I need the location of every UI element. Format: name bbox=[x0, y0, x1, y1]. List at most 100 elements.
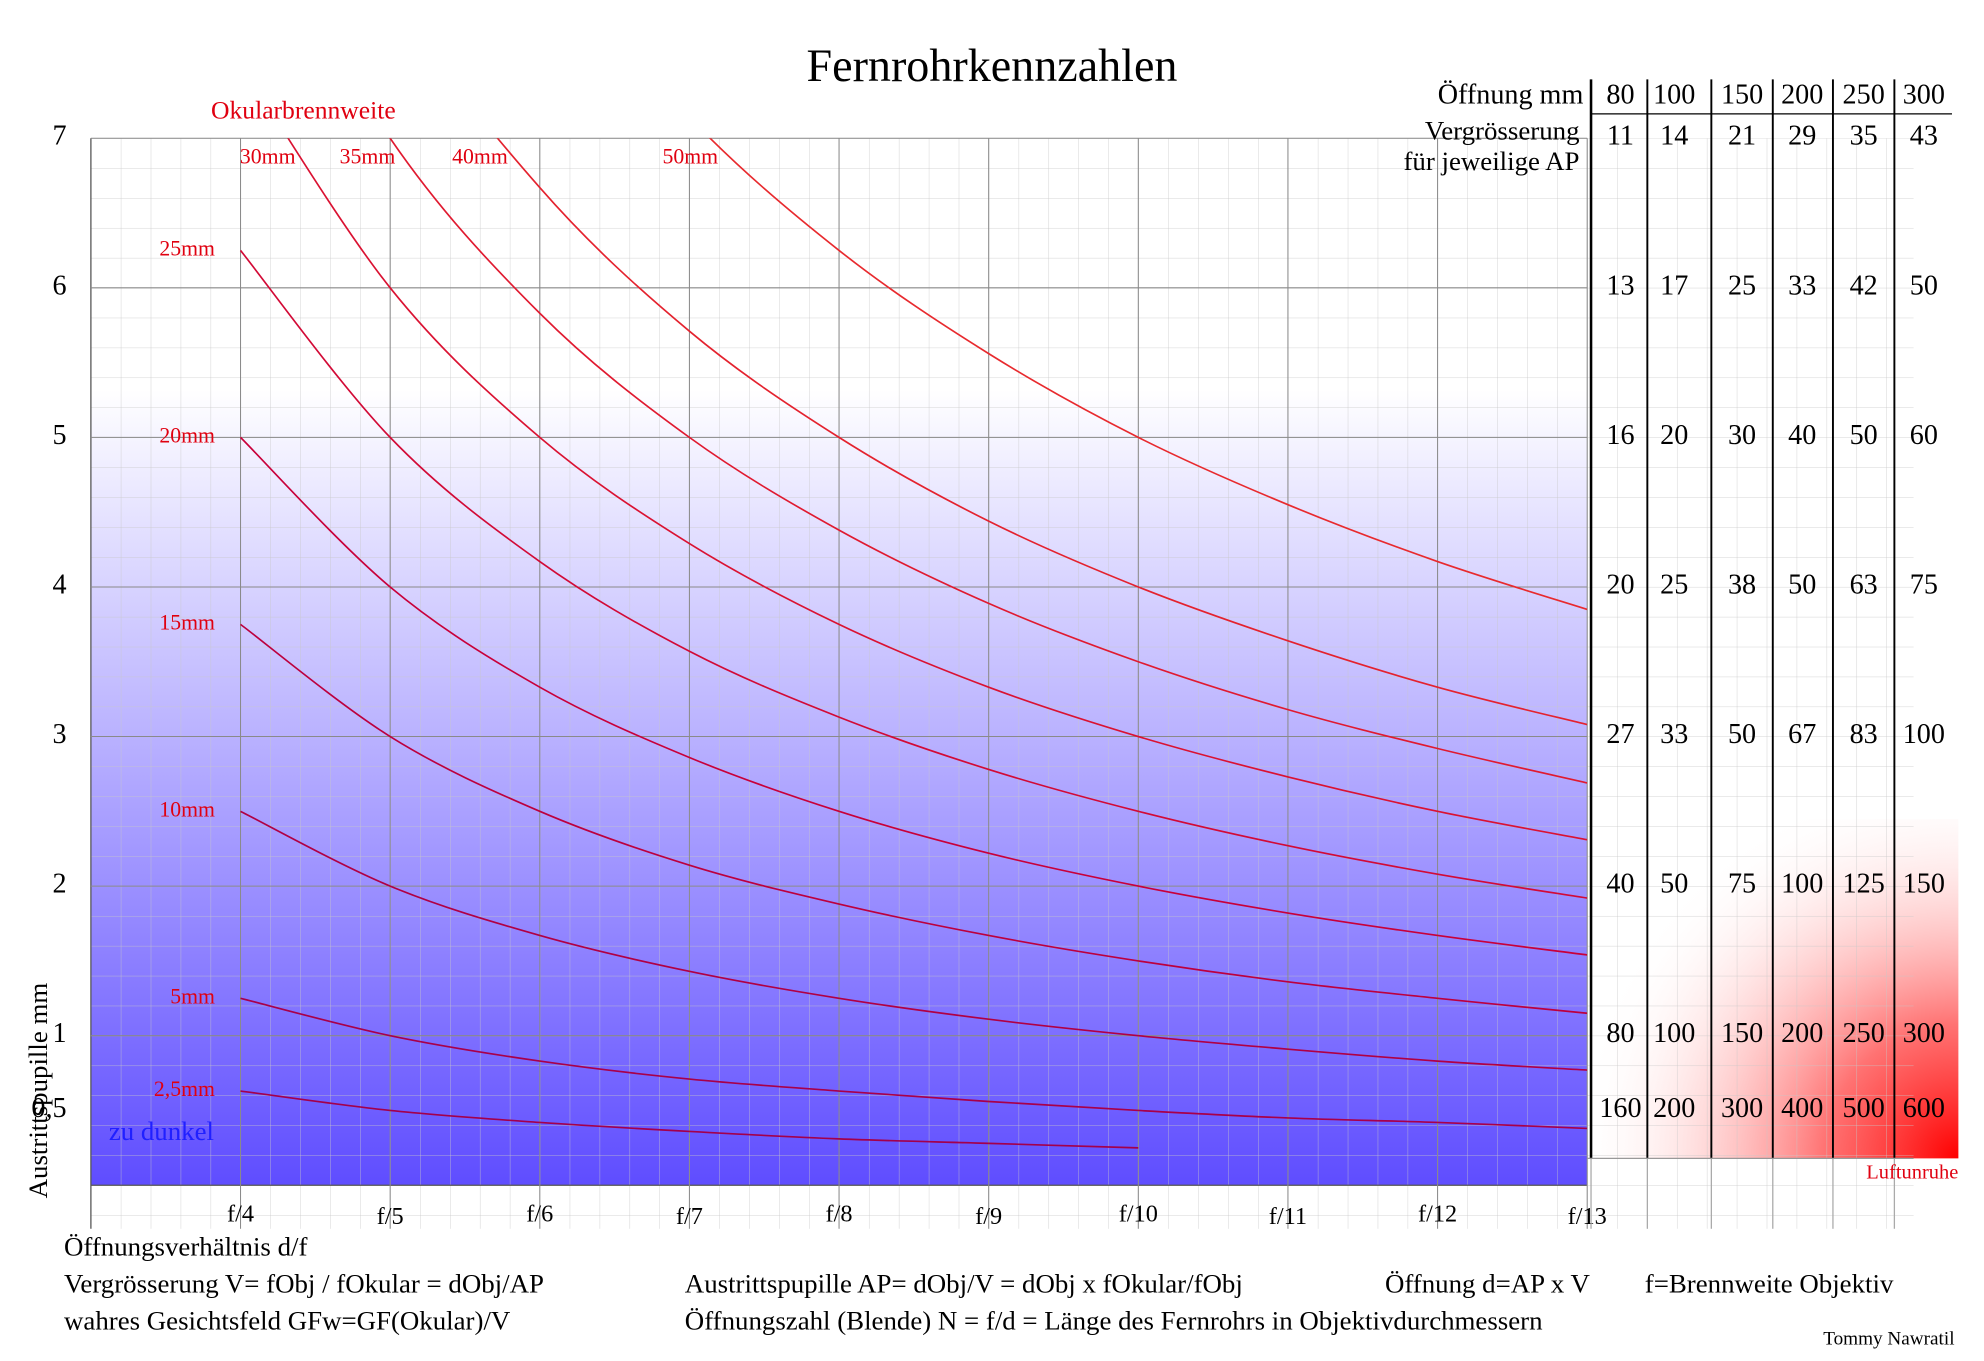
table-cell: 500 bbox=[1843, 1093, 1885, 1124]
curve bbox=[239, 249, 1588, 899]
table-cell: 40 bbox=[1788, 420, 1816, 451]
y-tick-label: 6 bbox=[52, 270, 66, 301]
legend-label: 5mm bbox=[170, 984, 215, 1008]
table-cell: 125 bbox=[1843, 869, 1885, 900]
table-cell: 100 bbox=[1781, 869, 1823, 900]
x-tick-label: f/10 bbox=[1119, 1201, 1158, 1228]
table-cell: 67 bbox=[1788, 719, 1816, 750]
table-cell: 80 bbox=[1606, 1018, 1634, 1049]
x-axis-label: Öffnungsverhältnis d/f bbox=[64, 1231, 307, 1261]
formula: f=Brennweite Objektiv bbox=[1645, 1269, 1894, 1299]
table-cell: 20 bbox=[1606, 569, 1634, 600]
legend-label: 40mm bbox=[452, 145, 508, 169]
x-tick-label: f/6 bbox=[526, 1201, 553, 1228]
x-tick-label: f/8 bbox=[826, 1201, 853, 1228]
curve bbox=[239, 436, 1588, 956]
table-cell: 160 bbox=[1599, 1093, 1641, 1124]
table-cell: 75 bbox=[1910, 569, 1938, 600]
legend-label: 2,5mm bbox=[154, 1077, 215, 1101]
table-cell: 43 bbox=[1910, 121, 1938, 152]
table-cell: 42 bbox=[1850, 270, 1878, 301]
table-row-label: Vergrösserung bbox=[1425, 115, 1580, 145]
table-cell: 75 bbox=[1728, 869, 1756, 900]
table-cell: 30 bbox=[1728, 420, 1756, 451]
y-tick-label: 4 bbox=[52, 569, 66, 600]
legend-label: 15mm bbox=[159, 610, 215, 634]
formula: wahres Gesichtsfeld GFw=GF(Okular)/V bbox=[64, 1306, 511, 1336]
annotation: zu dunkel bbox=[109, 1116, 214, 1146]
annotation: Luftunruhe bbox=[1866, 1161, 1958, 1183]
curve bbox=[240, 1090, 1139, 1149]
table-cell: 16 bbox=[1606, 420, 1634, 451]
legend-label: 10mm bbox=[159, 797, 215, 821]
legend-label: 30mm bbox=[240, 145, 296, 169]
table-cell: 14 bbox=[1660, 121, 1688, 152]
table-cell: 29 bbox=[1788, 121, 1816, 152]
table-cell: 21 bbox=[1728, 121, 1756, 152]
table-cell: 20 bbox=[1660, 420, 1688, 451]
curve bbox=[708, 138, 1588, 611]
table-cell: 50 bbox=[1910, 270, 1938, 301]
table-header: 250 bbox=[1843, 80, 1885, 111]
table-cell: 400 bbox=[1781, 1093, 1823, 1124]
table-header: 100 bbox=[1653, 80, 1695, 111]
curve bbox=[287, 138, 1588, 841]
table-cell: 100 bbox=[1903, 719, 1945, 750]
table-cell: 50 bbox=[1660, 869, 1688, 900]
y-tick-label: 3 bbox=[52, 719, 66, 750]
y-axis-label: Austrittspupille mm bbox=[23, 983, 53, 1199]
curve bbox=[389, 138, 1588, 784]
curve bbox=[496, 138, 1588, 726]
table-cell: 600 bbox=[1903, 1093, 1945, 1124]
legend-label: 35mm bbox=[340, 145, 396, 169]
table-cell: 13 bbox=[1606, 270, 1634, 301]
table-cell: 50 bbox=[1850, 420, 1878, 451]
author: Tommy Nawratil bbox=[1823, 1329, 1954, 1350]
curve bbox=[240, 623, 1588, 1015]
table-header: 200 bbox=[1781, 80, 1823, 111]
table-cell: 11 bbox=[1607, 121, 1634, 152]
table-cell: 38 bbox=[1728, 569, 1756, 600]
table-cell: 300 bbox=[1903, 1018, 1945, 1049]
x-tick-label: f/12 bbox=[1418, 1201, 1457, 1228]
table-cell: 35 bbox=[1850, 121, 1878, 152]
legend-label: 50mm bbox=[662, 145, 718, 169]
formula: Öffnung d=AP x V bbox=[1385, 1269, 1591, 1299]
legend-label: 25mm bbox=[159, 236, 215, 260]
table-header-label: Öffnung mm bbox=[1438, 80, 1584, 111]
x-tick-label: f/11 bbox=[1269, 1203, 1307, 1230]
table-cell: 200 bbox=[1653, 1093, 1695, 1124]
y-tick-label: 5 bbox=[52, 420, 66, 451]
formula: Austrittspupille AP= dObj/V = dObj x fOk… bbox=[685, 1269, 1243, 1299]
table-cell: 250 bbox=[1843, 1018, 1885, 1049]
table-cell: 17 bbox=[1660, 270, 1688, 301]
table-cell: 27 bbox=[1606, 719, 1634, 750]
table-cell: 150 bbox=[1721, 1018, 1763, 1049]
table-header: 300 bbox=[1903, 80, 1945, 111]
x-tick-label: f/5 bbox=[377, 1203, 404, 1230]
table-cell: 150 bbox=[1903, 869, 1945, 900]
curve bbox=[240, 810, 1588, 1071]
x-tick-label: f/13 bbox=[1568, 1203, 1607, 1230]
table-cell: 300 bbox=[1721, 1093, 1763, 1124]
legend-title: Okularbrennweite bbox=[211, 96, 396, 125]
y-tick-label: 7 bbox=[52, 121, 66, 152]
x-tick-label: f/9 bbox=[975, 1203, 1002, 1230]
table-header: 150 bbox=[1721, 80, 1763, 111]
table-cell: 63 bbox=[1850, 569, 1878, 600]
y-tick-label: 2 bbox=[52, 869, 66, 900]
table-row-label: für jeweilige AP bbox=[1403, 146, 1579, 176]
table-cell: 100 bbox=[1653, 1018, 1695, 1049]
table-cell: 50 bbox=[1728, 719, 1756, 750]
table-cell: 25 bbox=[1728, 270, 1756, 301]
x-tick-label: f/4 bbox=[227, 1201, 254, 1228]
formula: Vergrösserung V= fObj / fOkular = dObj/A… bbox=[64, 1269, 544, 1299]
table-cell: 25 bbox=[1660, 569, 1688, 600]
formula: Öffnungszahl (Blende) N = f/d = Länge de… bbox=[685, 1306, 1543, 1336]
y-tick-label: 1 bbox=[52, 1018, 66, 1049]
chart-title: Fernrohrkennzahlen bbox=[807, 40, 1178, 91]
table-cell: 33 bbox=[1660, 719, 1688, 750]
table-cell: 33 bbox=[1788, 270, 1816, 301]
table-cell: 200 bbox=[1781, 1018, 1823, 1049]
